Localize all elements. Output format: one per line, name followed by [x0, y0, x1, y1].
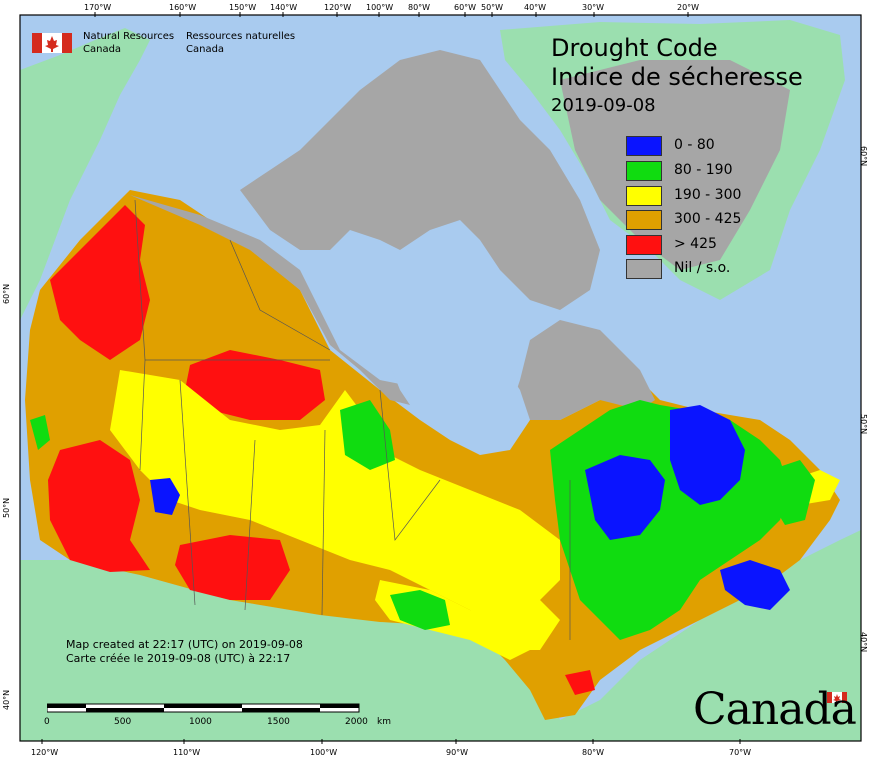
tick-label: 40°N [2, 689, 11, 710]
legend-swatch [626, 210, 662, 230]
legend-label: 300 - 425 [674, 211, 742, 227]
map-date: 2019-09-08 [551, 95, 656, 116]
canada-wordmark: Canada [693, 684, 857, 735]
agency-line: Ressources naturelles [186, 31, 296, 42]
tick-label: 30°W [582, 3, 605, 12]
scale-bar [47, 703, 360, 713]
tick-label: 60°N [2, 283, 11, 304]
agency-name-french: Ressources naturelles Canada [186, 30, 295, 56]
tick-label: 20°W [677, 3, 700, 12]
legend-swatch [626, 136, 662, 156]
tick-label: 100°W [366, 3, 394, 12]
blue-quebec-west [585, 455, 665, 540]
legend-label: Nil / s.o. [674, 260, 731, 276]
tick-label: 90°W [446, 748, 469, 757]
usa-land [20, 530, 861, 741]
legend-swatch [626, 186, 662, 206]
map-border [19, 14, 862, 742]
green-maritimes [770, 460, 815, 525]
map-credit: Map created at 22:17 (UTC) on 2019-09-08… [66, 638, 303, 666]
tick-label: 50°W [481, 3, 504, 12]
scale-label: 1500 [267, 717, 290, 727]
credit-french: Carte créée le 2019-09-08 (UTC) à 22:17 [66, 652, 291, 665]
legend-swatch [626, 235, 662, 255]
tick-label: 40°W [524, 3, 547, 12]
scale-label: 2000 [345, 717, 368, 727]
hudson-bay [388, 320, 530, 455]
legend-swatch [626, 259, 662, 279]
tick-label: 110°W [173, 748, 201, 757]
red-nwt [185, 350, 325, 420]
blue-bc [150, 478, 180, 515]
legend-label: 0 - 80 [674, 137, 715, 153]
blue-labrador [670, 405, 745, 505]
tick-label: 120°W [324, 3, 352, 12]
red-prairies [175, 535, 290, 600]
red-yukon [50, 205, 150, 360]
green-ontario [390, 590, 450, 630]
red-ontario-south [565, 670, 595, 695]
legend-label: 80 - 190 [674, 162, 733, 178]
map-title-english: Drought Code [551, 34, 718, 62]
tick-label: 170°W [84, 3, 112, 12]
yellow-central [110, 370, 560, 650]
tick-label: 60°N [859, 146, 868, 167]
tick-label: 150°W [229, 3, 257, 12]
map-title-french: Indice de sécheresse [551, 63, 803, 91]
canada-flag-icon [32, 33, 72, 53]
blue-newfoundland [720, 560, 790, 610]
scale-label: 500 [114, 717, 132, 727]
tick-label: 100°W [310, 748, 338, 757]
tick-label: 120°W [31, 748, 59, 757]
agency-line: Canada [83, 44, 122, 55]
wordmark-flag-icon [827, 692, 847, 703]
tick-label: 80°W [582, 748, 605, 757]
greenland-nil-area [560, 60, 790, 270]
arctic-islands [240, 50, 600, 310]
agency-line: Canada [186, 44, 225, 55]
provincial-borders [134, 199, 571, 640]
legend-swatch [626, 161, 662, 181]
tick-label: 80°W [408, 3, 431, 12]
alaska-land [20, 28, 150, 320]
tick-label: 60°W [454, 3, 477, 12]
tick-label: 140°W [270, 3, 298, 12]
scale-unit: km [377, 717, 391, 727]
tick-label: 50°N [2, 497, 11, 518]
red-bc [48, 440, 150, 572]
green-bc [30, 415, 50, 450]
tick-label: 40°N [859, 632, 868, 653]
tick-label: 70°W [729, 748, 752, 757]
tick-label: 160°W [169, 3, 197, 12]
arctic-nil-area [130, 195, 655, 420]
green-manitoba [340, 400, 395, 470]
tick-label: 50°N [859, 414, 868, 435]
scale-label: 0 [44, 717, 50, 727]
agency-name-english: Natural Resources Canada [83, 30, 174, 56]
legend-label: 190 - 300 [674, 187, 742, 203]
scale-label: 1000 [189, 717, 212, 727]
legend-label: > 425 [674, 236, 717, 252]
agency-line: Natural Resources [83, 31, 175, 42]
credit-english: Map created at 22:17 (UTC) on 2019-09-08 [66, 638, 303, 651]
